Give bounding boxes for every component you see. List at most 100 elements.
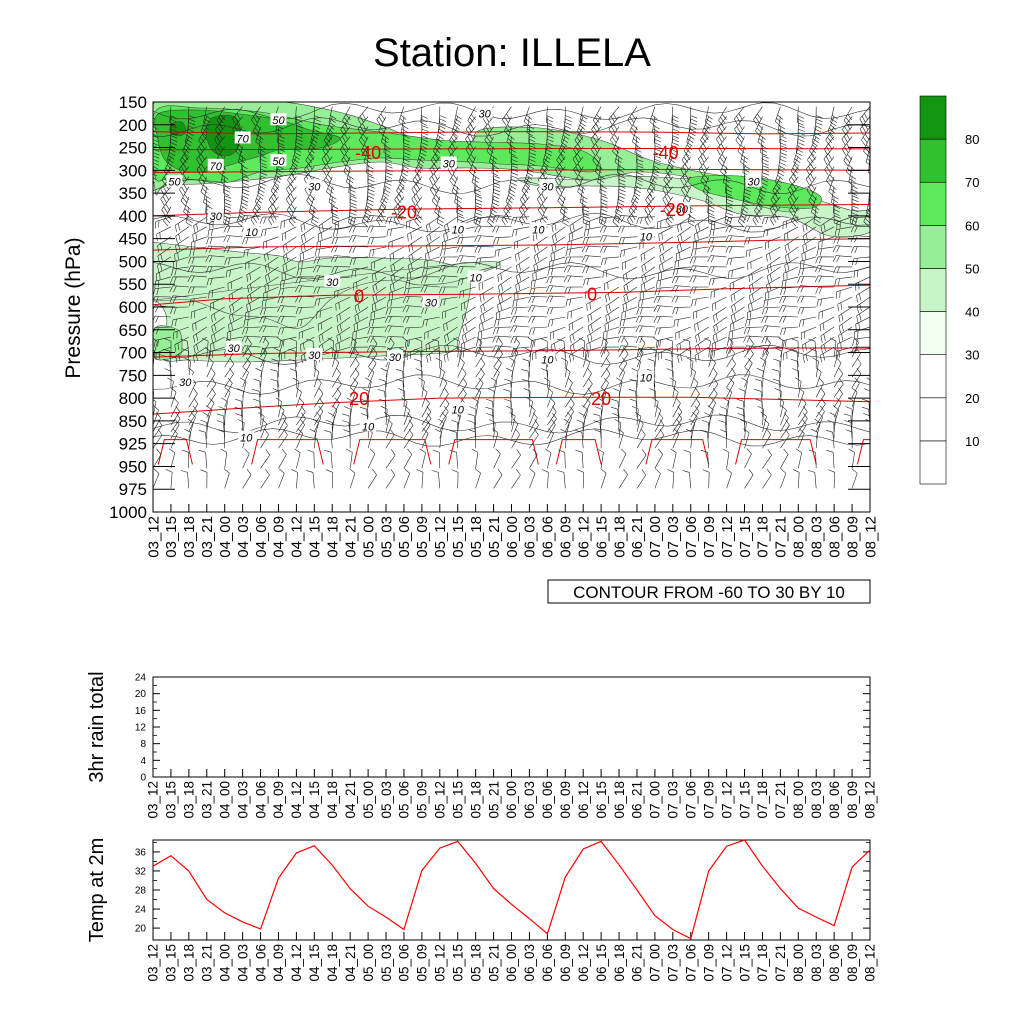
wind-barb — [784, 246, 799, 263]
wind-barb — [780, 405, 787, 426]
wind-barb — [837, 296, 853, 312]
wind-barb — [187, 418, 194, 439]
wind-barb — [802, 216, 817, 233]
wind-barb — [223, 468, 230, 489]
wind-barb — [312, 116, 320, 136]
wind-barb — [332, 378, 342, 398]
wind-barb — [162, 348, 172, 368]
wind-barb — [770, 206, 781, 226]
wind-barb — [313, 265, 333, 273]
wind-barb — [567, 236, 584, 249]
cross-section-time-label: 07_21 — [773, 516, 790, 558]
wind-barb — [206, 367, 216, 388]
wind-barb — [563, 418, 570, 439]
wind-barb — [336, 326, 351, 343]
wind-barb — [708, 206, 716, 226]
wind-barb — [861, 126, 870, 146]
wind-barb — [367, 176, 375, 196]
wind-barb — [189, 296, 207, 307]
wind-barb — [718, 413, 727, 432]
wind-barb — [780, 448, 789, 469]
wind-barb — [235, 398, 243, 418]
wind-barb — [278, 412, 287, 432]
wind-barb — [467, 106, 476, 127]
wind-barb — [238, 146, 246, 167]
wind-barb — [223, 235, 243, 243]
wind-barb — [568, 316, 584, 332]
wind-barb — [564, 256, 584, 264]
wind-barb — [444, 336, 458, 354]
wind-barb — [395, 369, 405, 388]
wind-barb — [471, 448, 479, 469]
y-tick-label: 32 — [135, 866, 147, 877]
temp-time-label: 07_09 — [701, 944, 716, 982]
wind-barb — [533, 246, 548, 263]
wind-barb — [486, 136, 495, 157]
temp-time-label: 07_18 — [755, 944, 770, 982]
wind-barb — [285, 186, 297, 206]
wind-barb — [241, 186, 249, 206]
wind-barb — [663, 166, 674, 186]
cross-section-time-label: 06_09 — [558, 516, 575, 558]
wind-barb — [770, 186, 781, 206]
wind-barb — [684, 348, 692, 368]
wind-barb — [725, 246, 745, 254]
wind-barb — [208, 286, 225, 299]
wind-barb — [564, 367, 571, 388]
wind-barb — [694, 316, 709, 332]
wind-barb — [530, 276, 548, 288]
wind-barb — [582, 397, 591, 418]
wind-barb — [707, 236, 727, 244]
wind-barb — [435, 357, 443, 378]
wind-barb — [421, 116, 429, 136]
wind-barb — [837, 336, 853, 351]
wind-barb — [268, 206, 279, 226]
wind-barb — [689, 265, 709, 273]
wind-barb — [848, 448, 855, 469]
wind-barb — [548, 316, 566, 327]
wind-barb — [707, 196, 715, 216]
wind-barb — [762, 418, 770, 439]
wind-barb — [740, 196, 749, 217]
wind-barb — [211, 326, 225, 343]
humidity-label-bg — [422, 295, 439, 308]
wind-barb — [332, 387, 342, 408]
wind-barb — [639, 286, 656, 300]
wind-barb — [670, 448, 677, 469]
wind-barb — [438, 265, 458, 273]
cross-section-time-label: 05_00 — [360, 516, 377, 558]
wind-barb — [813, 206, 822, 227]
wind-barb — [641, 266, 656, 283]
wind-barb — [318, 216, 333, 233]
humidity-contour-label: 10 — [452, 225, 465, 237]
wind-barb — [841, 126, 853, 146]
humidity-contour-label: 10 — [240, 433, 253, 445]
wind-barb — [802, 226, 817, 243]
wind-barb — [820, 346, 835, 363]
wind-barb — [748, 286, 763, 303]
wind-barb — [741, 377, 748, 398]
wind-barb — [710, 346, 727, 359]
wind-barb — [251, 106, 261, 126]
wind-barb — [310, 126, 319, 147]
wind-barb — [419, 136, 428, 157]
wind-barb — [799, 316, 817, 328]
cross-section-time-label: 05_15 — [450, 516, 467, 558]
wind-barb — [551, 236, 566, 253]
wind-barb — [420, 106, 428, 126]
wind-barb — [261, 296, 279, 308]
rain-time-label: 04_03 — [235, 781, 250, 819]
wind-barb — [214, 116, 225, 136]
wind-barb — [429, 166, 441, 186]
wind-barb — [198, 450, 208, 469]
wind-barb — [644, 196, 656, 216]
wind-barb — [317, 316, 333, 332]
wind-barb — [413, 348, 423, 368]
wind-barb — [255, 126, 264, 147]
wind-barb — [206, 397, 215, 418]
wind-barb — [411, 186, 423, 206]
wind-barb — [200, 419, 208, 439]
wind-barb — [187, 286, 207, 294]
wind-barb — [382, 176, 391, 197]
wind-barb — [298, 256, 315, 269]
